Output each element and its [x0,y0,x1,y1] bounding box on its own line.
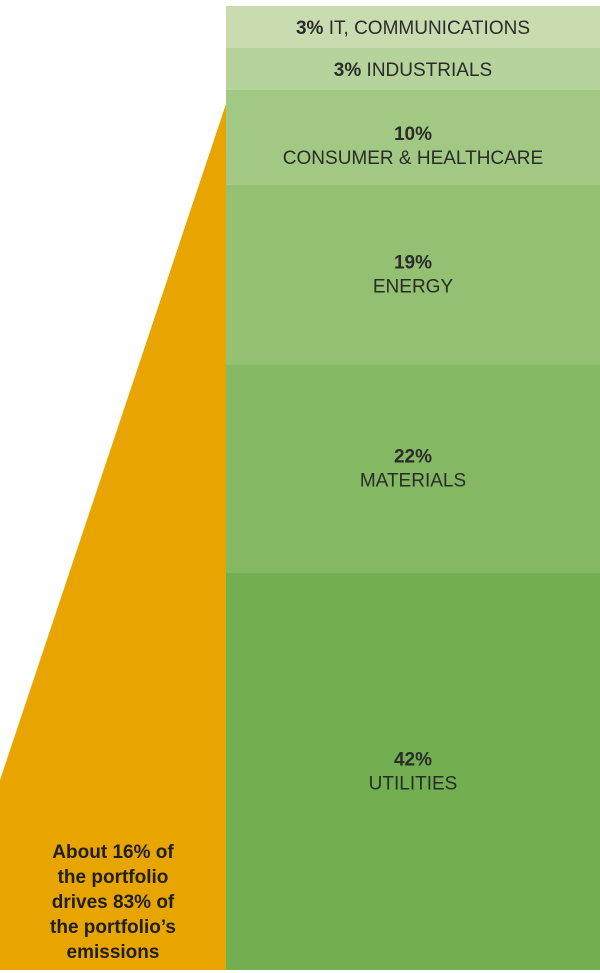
segment-label-2: 3% INDUSTRIALS [334,60,492,81]
segment-percent-5: 22% [394,446,432,467]
bar-segment-1 [226,6,600,48]
segment-percent-6: 42% [394,749,432,770]
callout-line-4: the portfolio’s [50,917,176,938]
callout-line-1: About 16% of [52,842,174,863]
callout-line-3: drives 83% of [51,892,175,913]
bar-segment-3 [226,90,600,185]
segment-label-4: 19% ENERGY [373,253,454,298]
segment-percent-1: 3% [296,18,324,39]
segment-name-6: UTILITIES [369,773,458,794]
bar-segment-4 [226,184,600,365]
segment-label-3: 10% CONSUMER & HEALTHCARE [283,124,543,169]
segment-label-1: 3% IT, COMMUNICATIONS [296,18,530,39]
segment-name-4: ENERGY [373,277,454,298]
segment-percent-4: 19% [394,253,432,274]
bar-segment-6 [226,572,600,970]
bar-segment-2 [226,48,600,90]
segment-name-2: INDUSTRIALS [361,60,492,81]
bar-segment-5 [226,364,600,573]
segment-name-5: MATERIALS [360,470,466,491]
callout-line-2: the portfolio [57,867,169,888]
highlight-wedge [0,104,226,970]
segment-percent-2: 3% [334,60,362,81]
segment-label-5: 22% MATERIALS [360,446,466,491]
segment-label-6: 42% UTILITIES [369,749,458,794]
segment-name-1: IT, COMMUNICATIONS [323,18,530,39]
segment-percent-3: 10% [394,124,432,145]
segment-name-3: CONSUMER & HEALTHCARE [283,148,543,169]
callout-line-5: emissions [66,942,160,963]
callout-text: About 16% of the portfolio drives 83% of… [0,840,226,965]
